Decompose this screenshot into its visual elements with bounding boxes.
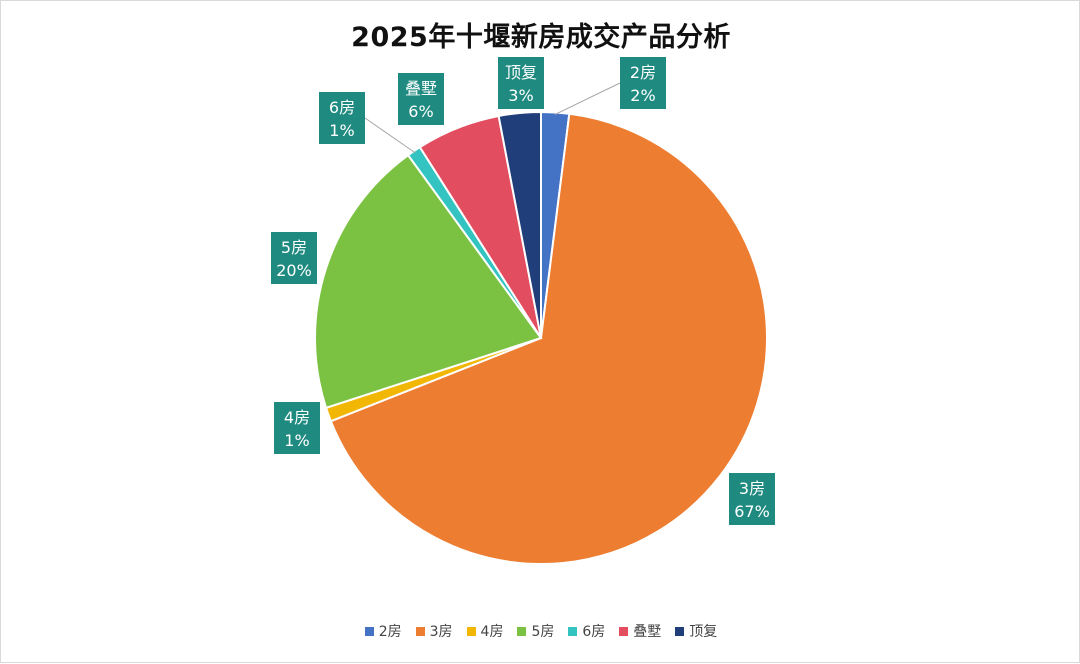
legend-label: 4房 xyxy=(480,624,504,640)
legend-label: 3房 xyxy=(429,624,453,640)
data-label-2: 4房1% xyxy=(274,402,320,454)
data-label-percent: 20% xyxy=(276,261,312,280)
data-label-category: 4房 xyxy=(284,408,310,427)
data-label-4: 6房1% xyxy=(319,92,365,144)
legend-swatch xyxy=(619,626,629,636)
data-label-percent: 1% xyxy=(329,121,354,140)
data-label-box xyxy=(274,402,320,454)
data-label-percent: 3% xyxy=(508,86,533,105)
data-label-category: 叠墅 xyxy=(405,79,437,98)
label-leader-lines xyxy=(364,82,621,154)
legend-label: 叠墅 xyxy=(633,624,662,640)
legend-label: 6房 xyxy=(582,624,606,640)
pie-slice-6 xyxy=(497,110,542,339)
data-label-category: 6房 xyxy=(329,98,355,117)
legend-item-2: 4房 xyxy=(466,621,504,641)
legend-item-6: 顶复 xyxy=(675,621,717,641)
leader-line-0 xyxy=(554,82,621,115)
pie-slices xyxy=(314,110,768,565)
data-label-6: 顶复 3% xyxy=(498,57,544,109)
legend-swatch xyxy=(517,626,527,636)
legend-label: 5房 xyxy=(531,624,555,640)
data-label-percent: 1% xyxy=(284,431,309,450)
data-label-0: 2房2% xyxy=(620,57,666,109)
chart-title: 2025年十堰新房成交产品分析 xyxy=(351,22,731,53)
data-label-percent: 67% xyxy=(734,502,770,521)
data-label-5: 叠墅 6% xyxy=(398,73,444,125)
data-label-box xyxy=(620,57,666,109)
legend: 2房 3房 4房 5房 6房 叠墅 顶复 xyxy=(1,621,1080,641)
data-label-category: 2房 xyxy=(630,63,656,82)
legend-swatch xyxy=(466,626,476,636)
data-label-box xyxy=(498,57,544,109)
legend-item-1: 3房 xyxy=(415,621,453,641)
data-label-box xyxy=(271,232,317,284)
legend-swatch xyxy=(568,626,578,636)
legend-label: 2房 xyxy=(378,624,402,640)
data-label-box xyxy=(319,92,365,144)
legend-item-5: 叠墅 xyxy=(619,621,661,641)
data-label-box xyxy=(729,473,775,525)
legend-swatch xyxy=(364,626,374,636)
legend-item-4: 6房 xyxy=(568,621,605,641)
legend-item-0: 2房 xyxy=(364,621,402,641)
data-label-percent: 6% xyxy=(408,102,433,121)
legend-label: 顶复 xyxy=(689,624,718,640)
data-label-category: 3房 xyxy=(739,479,765,498)
data-label-category: 5房 xyxy=(281,238,307,257)
legend-swatch xyxy=(675,626,685,636)
pie-slice-1 xyxy=(329,112,768,565)
data-label-box xyxy=(398,73,444,125)
pie-slice-3 xyxy=(314,153,543,410)
legend-swatch xyxy=(415,626,425,636)
data-label-percent: 2% xyxy=(630,86,655,105)
legend-item-3: 5房 xyxy=(517,621,554,641)
data-label-category: 顶复 xyxy=(505,63,537,82)
leader-line-4 xyxy=(364,117,416,154)
